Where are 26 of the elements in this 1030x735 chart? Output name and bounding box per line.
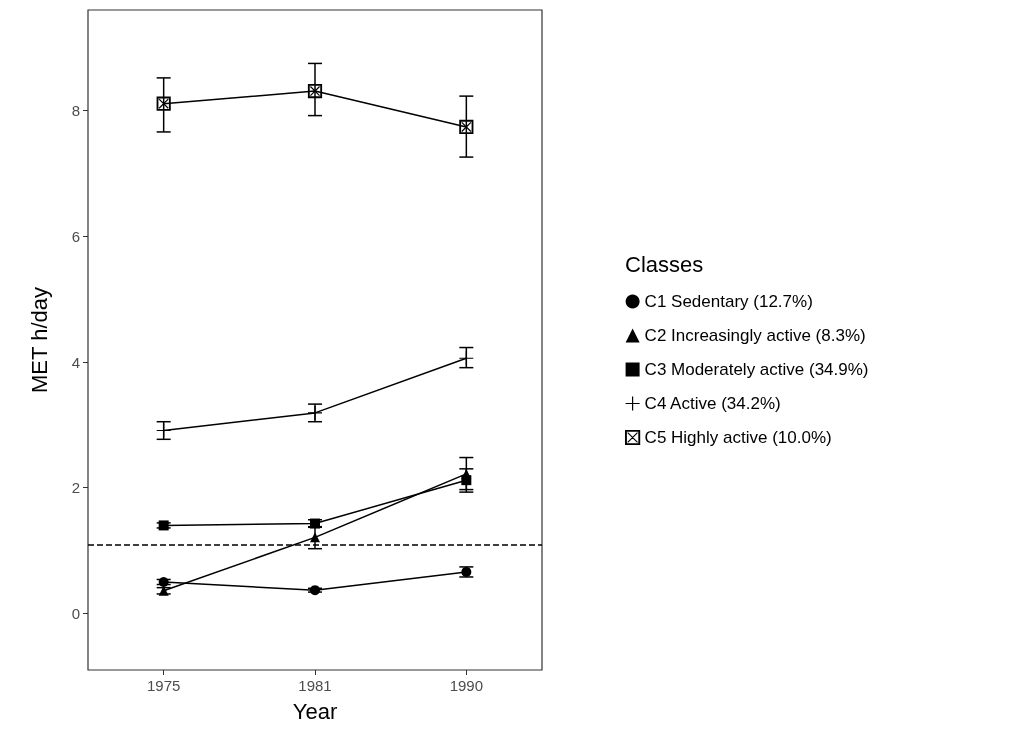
x-tick-label: 1975 xyxy=(146,677,181,694)
point xyxy=(461,475,472,486)
point xyxy=(158,520,169,531)
legend-label: C1 Sedentary (12.7%) xyxy=(644,292,813,311)
legend-label: C2 Increasingly active (8.3%) xyxy=(644,326,866,345)
point xyxy=(158,577,169,587)
y-tick-label: 4 xyxy=(71,353,80,371)
legend-label: C5 Highly active (10.0%) xyxy=(644,428,832,447)
point xyxy=(156,96,171,111)
legend-title: Classes xyxy=(625,251,704,277)
point xyxy=(310,585,320,596)
x-tick-label: 1981 xyxy=(298,677,332,694)
point xyxy=(158,585,169,596)
legend-label: C4 Active (34.2%) xyxy=(644,394,781,413)
x-tick-label: 1990 xyxy=(449,677,484,694)
point xyxy=(310,532,320,543)
x-axis-title: Year xyxy=(292,698,338,724)
point xyxy=(307,83,323,99)
point xyxy=(459,119,474,135)
y-tick-label: 0 xyxy=(71,604,80,622)
y-tick-label: 2 xyxy=(71,479,80,497)
y-tick-label: 6 xyxy=(71,227,80,245)
point xyxy=(458,350,474,366)
y-axis-title: MET h/day xyxy=(26,287,52,393)
y-tick-label: 8 xyxy=(71,102,80,120)
legend-label: C3 Moderately active (34.9%) xyxy=(644,360,869,379)
